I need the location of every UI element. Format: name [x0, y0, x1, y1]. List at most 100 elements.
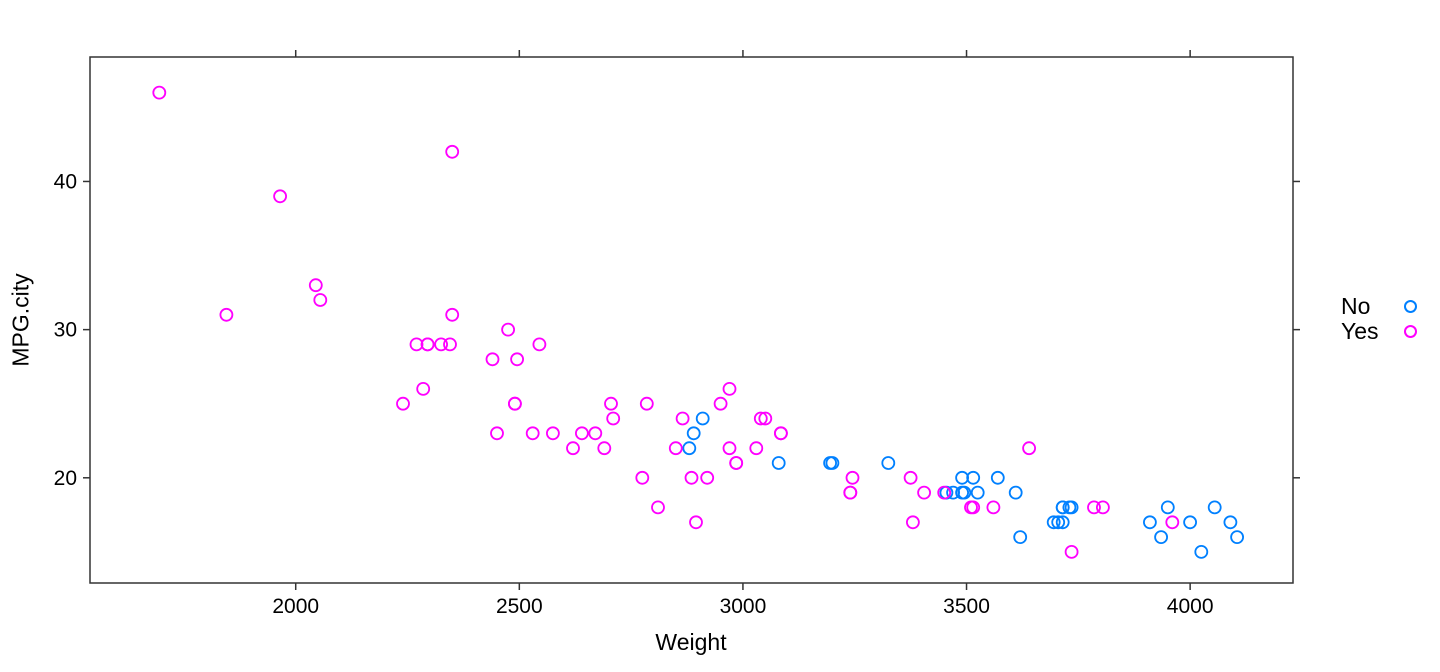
data-point-yes [445, 307, 460, 322]
data-point-no [1230, 530, 1244, 544]
x-tick-label: 4000 [1167, 595, 1214, 618]
data-point-yes [416, 381, 431, 396]
data-point-yes [219, 307, 234, 322]
data-point-no [955, 470, 969, 485]
data-point-yes [597, 441, 612, 456]
data-point-yes [566, 441, 580, 456]
data-point-yes [445, 144, 460, 159]
data-point-yes [1165, 515, 1180, 530]
data-point-no [771, 456, 786, 470]
data-point-yes [1064, 545, 1079, 559]
data-point-yes [903, 470, 918, 485]
data-point-no [1154, 530, 1168, 544]
data-point-yes [152, 85, 167, 100]
data-point-yes [635, 470, 650, 485]
data-point-no [1223, 515, 1238, 530]
data-point-yes [684, 470, 699, 485]
data-point-no [966, 470, 981, 485]
data-point-yes [639, 396, 654, 411]
data-point-yes [588, 426, 603, 441]
data-point-yes [675, 411, 690, 426]
data-point-yes [606, 411, 621, 426]
data-point-yes [434, 337, 449, 352]
data-point-no [1064, 500, 1079, 515]
data-point-no [825, 456, 840, 470]
plot-frame [89, 56, 1294, 584]
data-point-no [1055, 515, 1070, 530]
legend-marker-icon [1404, 299, 1417, 313]
data-point-no [1207, 500, 1222, 515]
data-point-yes [749, 441, 764, 456]
data-point-yes [966, 500, 981, 515]
data-point-yes [937, 485, 952, 500]
legend-row: No [1341, 294, 1417, 318]
data-point-yes [490, 426, 504, 441]
data-point-no [1183, 515, 1197, 530]
data-point-yes [845, 470, 860, 485]
y-tick-label: 40 [54, 170, 77, 193]
x-tick-label: 3000 [720, 595, 767, 618]
data-point-yes [758, 411, 773, 426]
data-point-yes [1096, 500, 1110, 515]
data-point-yes [532, 337, 547, 352]
data-point-yes [273, 189, 288, 204]
x-axis-title: Weight [655, 629, 727, 655]
data-point-yes [525, 426, 540, 441]
data-point-no [1160, 500, 1175, 515]
data-point-yes [843, 485, 858, 500]
data-point-yes [313, 293, 328, 307]
data-point-yes [668, 441, 683, 456]
data-point-no [970, 485, 985, 500]
data-point-yes [689, 515, 703, 530]
data-point-yes [753, 411, 768, 426]
data-point-yes [906, 515, 920, 530]
legend-row: Yes [1341, 319, 1417, 343]
legend-label: No [1341, 293, 1371, 319]
data-point-no [695, 411, 710, 426]
data-point-yes [651, 500, 665, 515]
x-tick-label: 3500 [943, 595, 990, 618]
data-point-no [1055, 500, 1070, 515]
data-point-yes [986, 500, 1001, 515]
data-point-yes [729, 456, 744, 470]
data-point-yes [722, 441, 737, 456]
data-point-yes [420, 337, 435, 352]
data-point-no [990, 470, 1005, 485]
legend-marker-icon [1404, 324, 1417, 338]
data-point-yes [917, 485, 931, 500]
data-point-yes [443, 337, 457, 352]
data-point-no [1008, 485, 1023, 500]
data-point-yes [774, 426, 788, 441]
x-tick-label: 2500 [496, 595, 543, 618]
data-point-no [1194, 545, 1209, 559]
data-point-yes [308, 278, 323, 293]
data-point-yes [722, 381, 737, 396]
data-point-no [881, 456, 896, 470]
y-tick-label: 20 [54, 467, 77, 490]
data-point-no [686, 426, 701, 441]
data-point-no [1013, 530, 1028, 544]
data-point-no [682, 441, 697, 456]
data-point-yes [1087, 500, 1101, 515]
y-tick-label: 30 [54, 319, 77, 342]
legend: No Yes [1341, 294, 1417, 343]
data-point-yes [604, 396, 618, 411]
data-point-yes [575, 426, 589, 441]
data-point-yes [713, 396, 728, 411]
data-point-yes [485, 352, 500, 367]
legend-label: Yes [1341, 318, 1379, 344]
data-point-no [1046, 515, 1061, 530]
data-point-yes [501, 322, 516, 337]
x-tick-label: 2000 [272, 595, 319, 618]
data-point-yes [510, 352, 524, 367]
data-point-yes [508, 396, 522, 411]
data-point-no [1143, 515, 1157, 530]
y-axis-title: MPG.city [7, 273, 34, 367]
data-point-yes [396, 396, 410, 411]
data-point-no [1051, 515, 1066, 530]
data-point-no [957, 485, 972, 500]
data-point-yes [1022, 441, 1036, 456]
data-point-yes [546, 426, 560, 441]
